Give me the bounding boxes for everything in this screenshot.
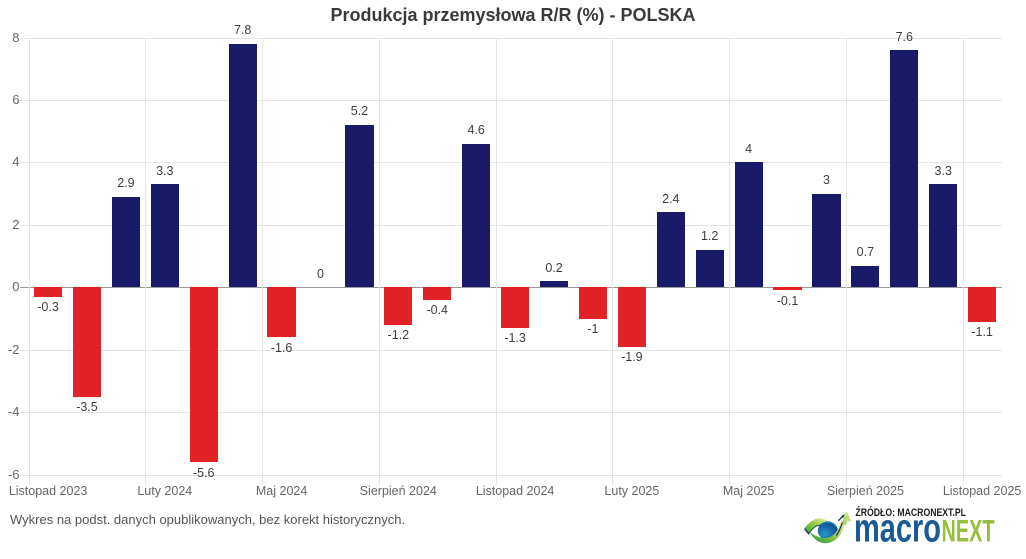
svg-text:NEXT: NEXT (942, 513, 995, 549)
svg-text:macro: macro (854, 507, 941, 551)
